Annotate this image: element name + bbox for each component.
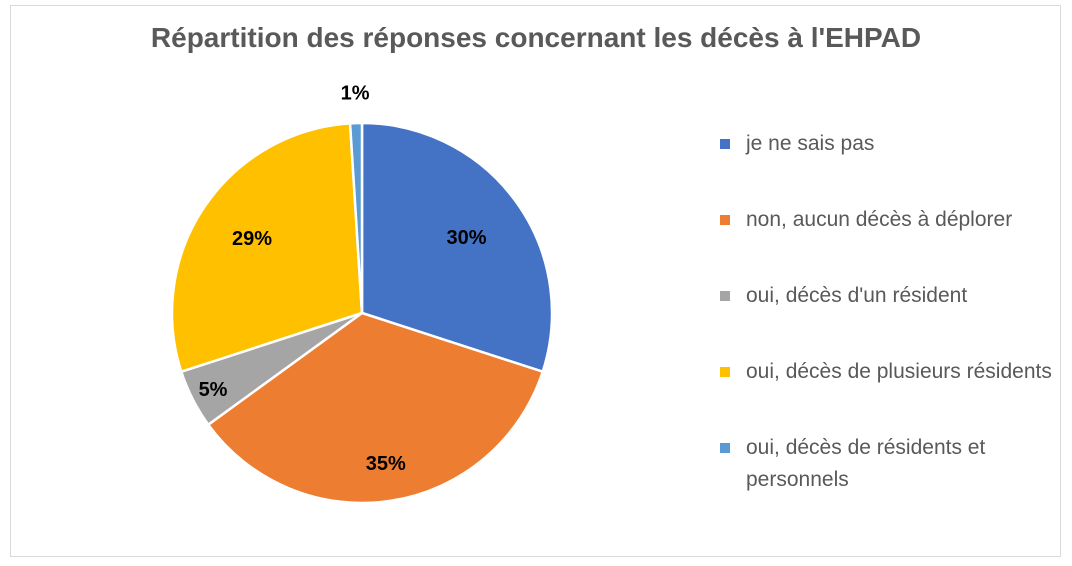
pie-slice bbox=[360, 121, 554, 374]
legend-label: je ne sais pas bbox=[746, 132, 875, 155]
pie-slice bbox=[206, 311, 545, 505]
legend-label: oui, décès de résidents et personnels bbox=[746, 436, 986, 491]
legend-swatch bbox=[720, 139, 730, 149]
legend-label: oui, décès de plusieurs résidents bbox=[746, 360, 1052, 383]
legend-label: oui, décès d'un résident bbox=[746, 284, 968, 307]
slice-data-label: 29% bbox=[232, 228, 272, 250]
legend-label: non, aucun décès à déplorer bbox=[746, 208, 1013, 231]
chart-title: Répartition des réponses concernant les … bbox=[150, 22, 922, 53]
slice-data-label: 30% bbox=[447, 227, 487, 249]
slice-data-label: 1% bbox=[341, 83, 370, 105]
pie-slice bbox=[170, 122, 364, 374]
legend-swatch bbox=[720, 367, 730, 377]
slice-data-label: 35% bbox=[366, 453, 406, 475]
legend-swatch bbox=[720, 215, 730, 225]
legend-swatch bbox=[720, 291, 730, 301]
slice-data-label: 5% bbox=[199, 379, 228, 401]
legend-swatch bbox=[720, 443, 730, 453]
pie-slice bbox=[348, 121, 364, 314]
